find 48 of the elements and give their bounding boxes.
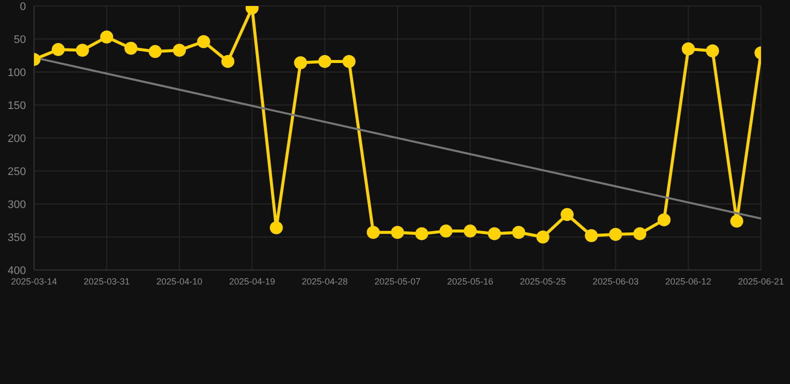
y-tick-label: 200 — [8, 132, 26, 145]
point — [318, 54, 332, 68]
x-tick-label: 2025-04-28 — [302, 276, 348, 286]
point — [366, 226, 380, 239]
x-tick-label: 2025-05-25 — [520, 276, 566, 286]
x-tick-label: 2025-04-19 — [229, 276, 276, 286]
point — [706, 44, 720, 58]
x-tick-label: 2025-05-07 — [374, 276, 421, 286]
point — [221, 54, 234, 68]
point — [124, 42, 138, 55]
point — [730, 214, 744, 228]
y-tick-label: 0 — [20, 0, 26, 13]
x-tick-label: 2025-05-16 — [447, 276, 494, 286]
x-tick-label: 2025-06-12 — [665, 276, 712, 286]
point — [464, 224, 477, 238]
point — [658, 213, 671, 226]
point — [294, 56, 308, 70]
point — [439, 224, 452, 238]
point — [584, 229, 598, 242]
point — [682, 42, 695, 56]
y-tick-label: 100 — [8, 66, 26, 79]
point — [633, 227, 646, 240]
point — [391, 226, 404, 239]
y-tick-label: 300 — [8, 198, 26, 211]
point — [536, 230, 550, 244]
point — [100, 30, 114, 44]
point — [342, 54, 356, 68]
point — [609, 228, 622, 241]
point — [560, 208, 574, 222]
y-tick-label: 50 — [14, 34, 26, 46]
x-tick-label: 2025-06-03 — [592, 276, 639, 286]
x-tick-label: 2025-03-31 — [84, 276, 130, 286]
point — [52, 43, 65, 56]
point — [76, 44, 89, 57]
point — [148, 45, 162, 58]
y-tick-label: 400 — [8, 264, 26, 277]
point — [197, 35, 210, 48]
y-tick-label: 350 — [8, 232, 26, 244]
y-tick-label: 250 — [8, 166, 26, 178]
point — [172, 44, 186, 57]
point — [415, 227, 428, 240]
x-tick-label: 2025-03-14 — [10, 276, 58, 286]
point — [270, 221, 283, 234]
y-tick-label: 150 — [8, 100, 26, 112]
x-tick-label: 2025-04-10 — [156, 276, 202, 286]
x-tick-label: 2025-06-21 — [738, 276, 784, 286]
point — [512, 226, 526, 239]
point — [488, 227, 501, 240]
